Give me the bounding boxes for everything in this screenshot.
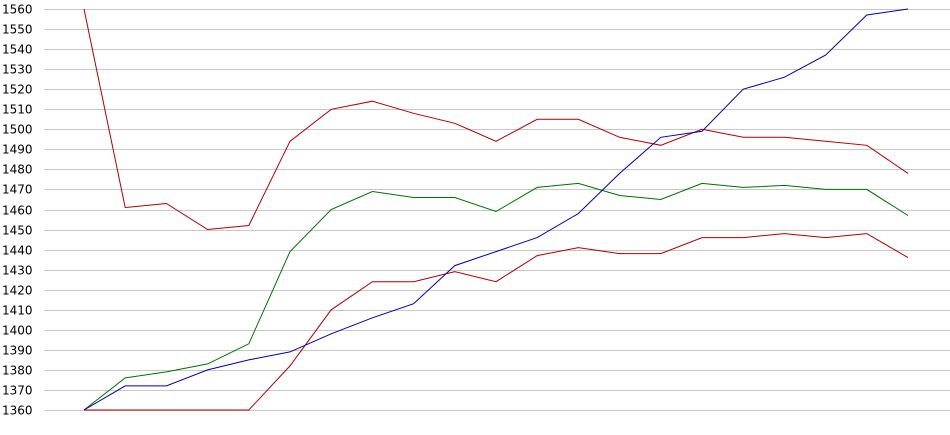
y-tick-label-1450: 1450 — [2, 224, 33, 238]
y-tick-label-1530: 1530 — [2, 63, 33, 77]
series-line-4 — [83, 8, 909, 411]
y-tick-label-1480: 1480 — [2, 163, 33, 177]
y-tick-label-1360: 1360 — [2, 404, 33, 418]
y-tick-label-1460: 1460 — [2, 204, 33, 218]
y-tick-label-1440: 1440 — [2, 244, 33, 258]
y-tick-label-1520: 1520 — [2, 83, 33, 97]
y-tick-label-1540: 1540 — [2, 43, 33, 57]
y-tick-label-1400: 1400 — [2, 324, 33, 338]
y-tick-label-1410: 1410 — [2, 304, 33, 318]
y-tick-label-1500: 1500 — [2, 123, 33, 137]
y-tick-label-1510: 1510 — [2, 103, 33, 117]
series-line-1 — [83, 8, 909, 231]
series-line-3 — [84, 233, 909, 411]
y-tick-label-1420: 1420 — [2, 284, 33, 298]
gridlines — [44, 9, 950, 411]
y-tick-label-1430: 1430 — [2, 264, 33, 278]
y-tick-label-1370: 1370 — [2, 384, 33, 398]
y-axis-tick-labels: 1360 1370 1380 1390 1400 1410 1420 1430 1440 1450… — [2, 3, 33, 418]
y-tick-label-1560: 1560 — [2, 3, 33, 17]
y-tick-label-1490: 1490 — [2, 143, 33, 157]
y-tick-label-1390: 1390 — [2, 344, 33, 358]
data-series — [83, 8, 909, 411]
y-tick-label-1470: 1470 — [2, 183, 33, 197]
series-line-2 — [83, 182, 909, 411]
y-tick-label-1550: 1550 — [2, 23, 33, 37]
y-tick-label-1380: 1380 — [2, 364, 33, 378]
